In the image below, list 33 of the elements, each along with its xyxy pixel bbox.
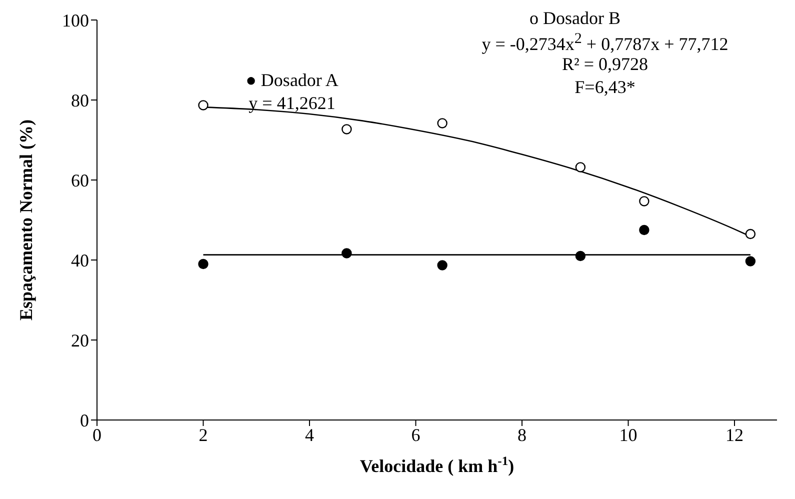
point	[639, 196, 650, 206]
point	[575, 250, 586, 262]
annotation: R² = 0,9728	[562, 54, 648, 75]
point	[575, 162, 586, 172]
point	[745, 256, 756, 266]
point	[437, 118, 448, 128]
point	[198, 100, 208, 110]
point	[745, 228, 756, 240]
x-tick-label: 12	[726, 424, 744, 445]
x-tick-label: 2	[198, 424, 208, 445]
y-tick-label: 60	[71, 170, 89, 190]
x-tick-label: 10	[619, 424, 638, 445]
y-tick-label: 0	[80, 410, 89, 430]
annotation: F=6,43*	[574, 77, 636, 98]
x-tick-label: 8	[518, 424, 526, 445]
x-tick-label: 4	[305, 424, 314, 445]
annotation: ● Dosador A	[246, 70, 338, 91]
annotation: y = -0,2734x$^{2}$ + 0,7787x + 77,712	[482, 31, 728, 55]
x-axis-title: Velocidade ( km h$^{-1}$)	[360, 454, 514, 476]
annotation: y = 41,2621	[248, 93, 336, 114]
point	[198, 258, 208, 270]
y-tick-label: 100	[62, 10, 89, 30]
y-tick-label: 40	[71, 250, 89, 270]
point	[437, 260, 448, 270]
point	[342, 248, 352, 258]
y-tick-label: 80	[71, 90, 89, 110]
y-tick-label: 20	[71, 330, 89, 350]
annotation: o Dosador B	[530, 8, 620, 29]
point	[639, 224, 650, 236]
point	[342, 124, 352, 134]
x-tick-label: 0	[92, 424, 102, 445]
y-axis-title: Espaçamento Normal (%)	[16, 120, 36, 320]
x-tick-label: 6	[411, 424, 420, 445]
